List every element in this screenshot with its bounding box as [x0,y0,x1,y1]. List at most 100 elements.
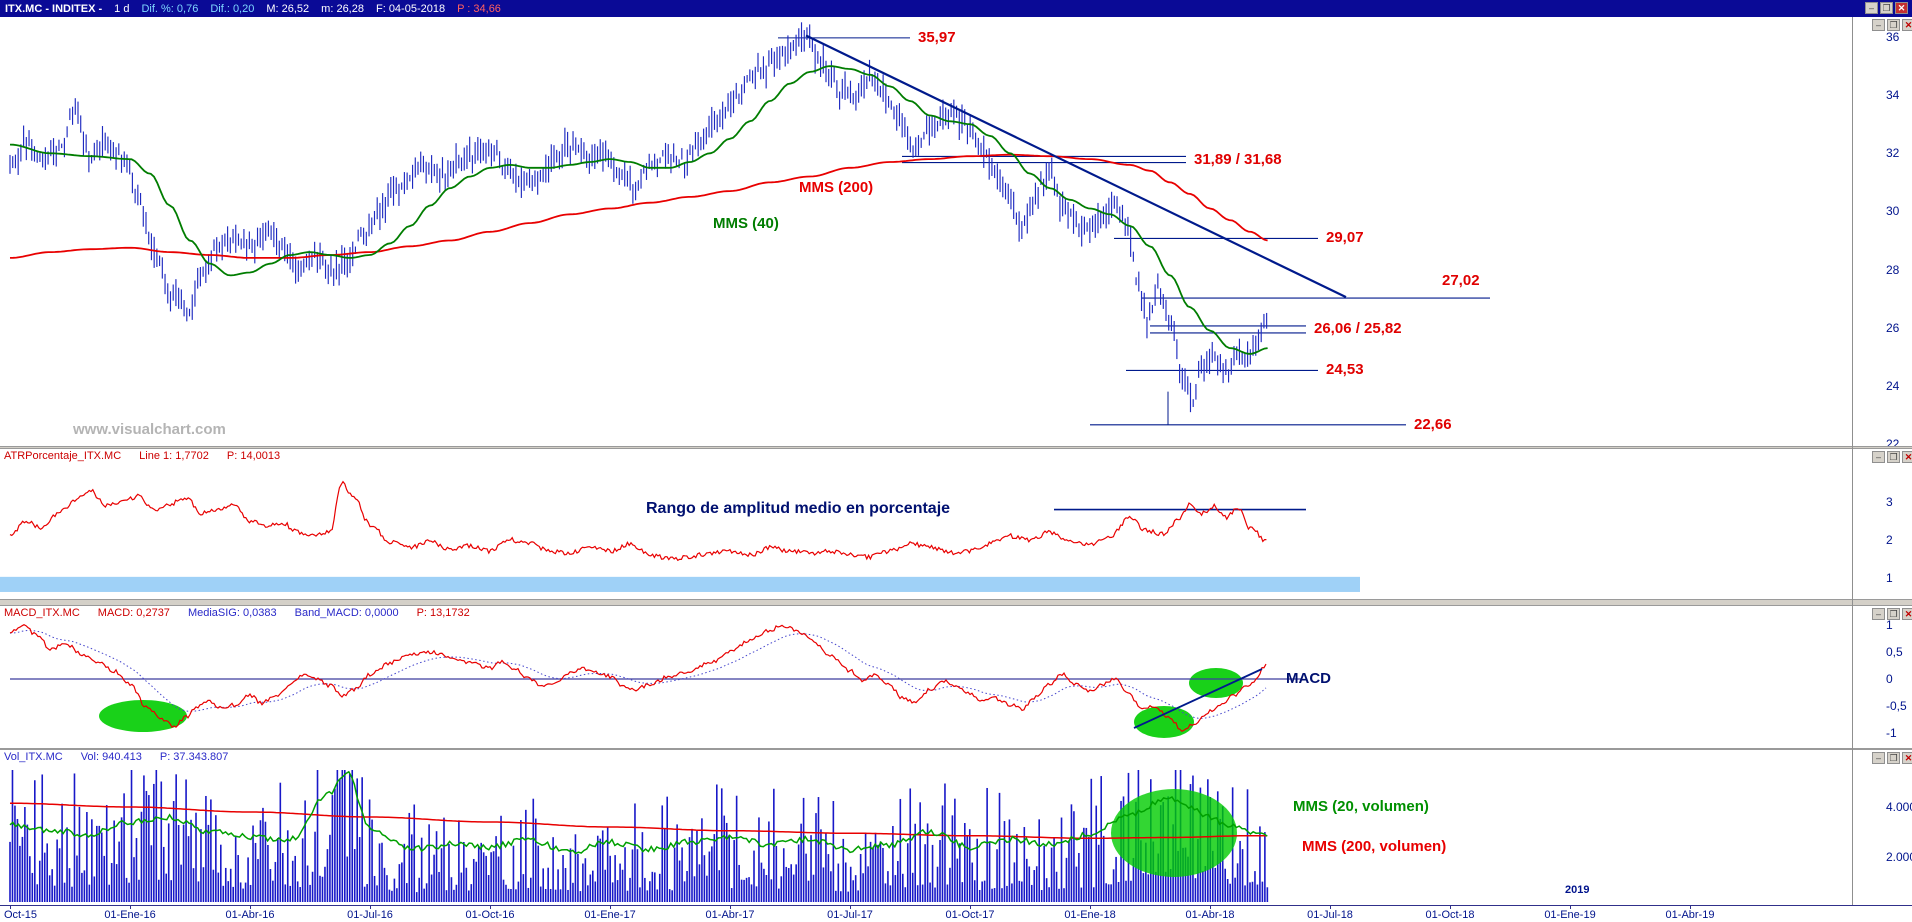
volume-header: Vol_ITX.MC Vol: 940.413 P: 37.343.807 [4,751,246,763]
close-button[interactable]: ✕ [1895,2,1908,14]
x-axis-tick [1690,906,1691,909]
x-axis-tick-label: 01-Jul-16 [347,909,393,921]
price-level-label: 31,89 / 31,68 [1194,150,1282,168]
volume-axis-tick-label: 4.000.000 [1886,800,1912,814]
x-axis-tick [10,906,11,909]
x-axis-tick [250,906,251,909]
price-level-label: 27,02 [1442,272,1480,290]
date-axis[interactable]: Oct-15 01-Ene-16 01-Abr-16 01-Jul-16 01-Oct-… [0,905,1912,922]
header-segment: F: 04-05-2018 [375,2,446,15]
macd-axis-tick-label: 1 [1886,618,1893,632]
price-panel-window-controls: – ❐ ✕ [1872,19,1912,31]
header-segment: Dif.: 0,20 [210,2,255,15]
x-axis-tick [730,906,731,909]
panel-separator[interactable] [0,748,1912,750]
volume-mms20-label: MMS (20, volumen) [1293,798,1429,815]
x-axis-tick-label: 01-Jul-18 [1307,909,1353,921]
header-segment: Vol_ITX.MC [4,751,63,763]
macd-header: MACD_ITX.MC MACD: 0,2737 MediaSIG: 0,0383 B… [4,607,488,619]
restore-button[interactable]: ❐ [1880,2,1893,14]
minimize-button[interactable]: – [1872,19,1885,31]
x-axis-tick-label: 01-Oct-16 [465,909,515,921]
price-level-label: 29,07 [1326,229,1364,247]
x-axis-tick-label: 01-Ene-18 [1064,909,1116,921]
x-axis-tick [1450,906,1451,909]
header-segment: MACD: 0,2737 [97,607,170,619]
restore-button[interactable]: ❐ [1887,752,1900,764]
minimize-button[interactable]: – [1872,608,1885,620]
close-button[interactable]: ✕ [1902,19,1912,31]
atr-header: ATRPorcentaje_ITX.MC Line 1: 1,7702 P: 14,… [4,450,298,462]
minimize-button[interactable]: – [1865,2,1878,14]
atr-chart-plot[interactable] [0,465,1852,599]
mms200-label: MMS (200) [799,179,874,196]
header-segment: P: 14,0013 [226,450,281,462]
x-axis-tick [370,906,371,909]
restore-button[interactable]: ❐ [1887,451,1900,463]
price-level-label: 22,66 [1414,415,1452,433]
x-axis-tick-label: 01-Abr-19 [1665,909,1715,921]
header-segment: MACD_ITX.MC [4,607,80,619]
header-segment: Band_MACD: 0,0000 [294,607,399,619]
atr-axis-tick-label: 1 [1886,570,1893,585]
x-axis-tick [1090,906,1091,909]
year-label: 2019 [1565,884,1590,896]
x-axis-tick-label: 01-Ene-17 [584,909,636,921]
price-axis-tick-label: 36 [1886,30,1900,44]
atr-panel-window-controls: – ❐ ✕ [1872,451,1912,463]
minimize-button[interactable]: – [1872,752,1885,764]
x-axis-tick [490,906,491,909]
price-axis-tick-label: 26 [1886,320,1900,335]
close-button[interactable]: ✕ [1902,608,1912,620]
header-segment: MediaSIG: 0,0383 [187,607,277,619]
atr-axis-tick-label: 2 [1886,532,1893,547]
watermark: www.visualchart.com [73,421,226,438]
close-button[interactable]: ✕ [1902,451,1912,463]
x-axis-tick [610,906,611,909]
macd-chart-plot[interactable] [0,622,1852,748]
header-segment: Dif. %: 0,76 [141,2,199,15]
axis-separator-line [1852,17,1853,905]
price-level-label: 35,97 [918,28,956,46]
header-segment: P : 34,66 [457,2,501,15]
macd-axis-tick-label: -1 [1886,726,1897,740]
minimize-button[interactable]: – [1872,451,1885,463]
volume-panel: Vol_ITX.MC Vol: 940.413 P: 37.343.807 – ❐ … [0,750,1912,905]
close-button[interactable]: ✕ [1902,752,1912,764]
x-axis-tick-label: Oct-15 [4,909,38,921]
x-axis-tick-label: 01-Abr-17 [705,909,755,921]
price-axis-tick-label: 34 [1886,88,1900,103]
window-controls: – ❐ ✕ [1865,2,1908,14]
x-axis-tick-label: 01-Jul-17 [827,909,873,921]
header-segment: Line 1: 1,7702 [139,450,209,462]
restore-button[interactable]: ❐ [1887,19,1900,31]
price-chart-plot[interactable] [0,17,1852,446]
macd-annotation: MACD [1286,670,1331,687]
mms40-label: MMS (40) [713,215,779,232]
volume-panel-window-controls: – ❐ ✕ [1872,752,1912,764]
header-segment: M: 26,52 [266,2,310,15]
x-axis-tick-label: 01-Abr-16 [225,909,275,921]
volume-axis-tick-label: 2.000.000 [1886,850,1912,864]
x-axis-tick-label: 01-Oct-18 [1425,909,1475,921]
title-bar: ITX.MC - INDITEX - 1 d Dif. %: 0,76 Dif.: 0… [0,0,1912,17]
price-axis-tick-label: 30 [1886,204,1900,219]
x-axis-tick-label: 01-Ene-16 [104,909,156,921]
atr-axis-tick-label: 3 [1886,495,1893,509]
price-axis-tick-label: 32 [1886,146,1900,161]
instrument-info: ITX.MC - INDITEX - 1 d Dif. %: 0,76 Dif.: 0… [5,3,513,15]
macd-axis-tick-label: 0,5 [1886,645,1903,659]
panel-separator[interactable] [0,599,1912,606]
volume-chart-plot[interactable] [0,766,1852,905]
panel-separator[interactable] [0,446,1912,449]
restore-button[interactable]: ❐ [1887,608,1900,620]
header-segment: Vol: 940.413 [80,751,142,763]
x-axis-tick-label: 01-Abr-18 [1185,909,1235,921]
x-axis-tick-label: 01-Ene-19 [1544,909,1596,921]
price-level-label: 24,53 [1326,361,1364,379]
header-segment: P: 37.343.807 [159,751,229,763]
x-axis-tick [970,906,971,909]
price-panel: – ❐ ✕ MMS (200) MMS (40) www.visualchart… [0,17,1912,451]
price-level-label: 26,06 / 25,82 [1314,320,1402,338]
